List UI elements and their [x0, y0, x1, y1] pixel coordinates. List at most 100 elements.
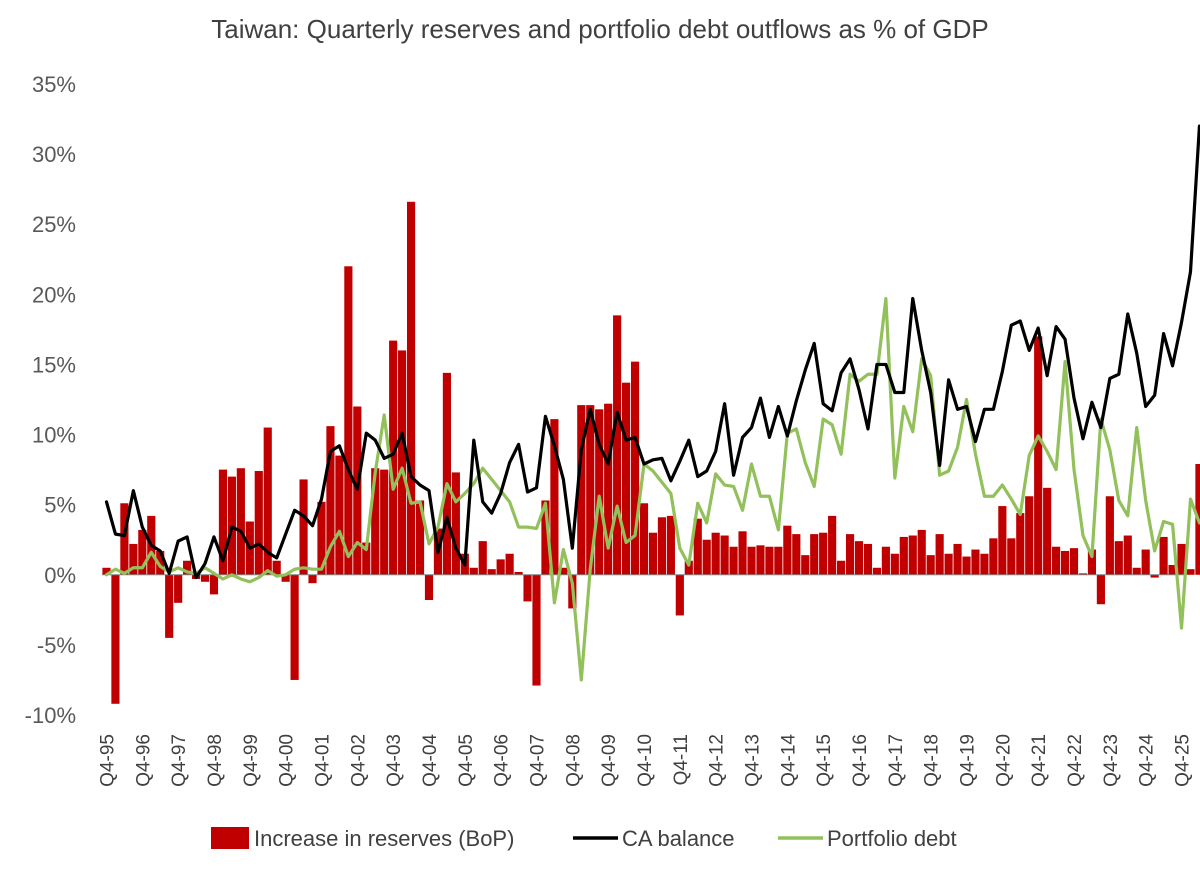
- reserve-bar: [684, 560, 693, 575]
- y-tick-label: -10%: [25, 703, 76, 728]
- reserve-bar: [362, 542, 371, 575]
- x-tick-label: Q4-09: [599, 734, 620, 787]
- x-tick-label: Q4-05: [456, 734, 477, 787]
- reserve-bar: [845, 534, 855, 575]
- reserve-bar: [317, 501, 326, 575]
- reserve-bar: [926, 555, 935, 575]
- y-tick-label: 10%: [32, 423, 76, 448]
- reserve-bar: [523, 574, 532, 602]
- reserve-bar: [469, 567, 478, 575]
- reserve-bar: [693, 518, 702, 575]
- reserve-bar: [1114, 541, 1123, 575]
- reserve-bar: [819, 532, 828, 575]
- reserve-bar: [326, 426, 335, 575]
- reserve-bar: [604, 403, 613, 575]
- reserve-bar: [442, 372, 451, 575]
- reserve-bar: [380, 469, 389, 575]
- reserve-bar: [613, 315, 622, 575]
- reserve-bar: [792, 534, 801, 575]
- y-axis: -10% -5% 0% 5% 10% 15% 20% 25% 30% 35%: [25, 72, 76, 728]
- reserve-bar: [487, 569, 496, 575]
- x-tick-label: Q4-99: [241, 734, 262, 787]
- x-tick-label: Q4-13: [743, 734, 764, 787]
- legend-label-portfolio: Portfolio debt: [827, 826, 957, 851]
- reserve-bar: [254, 471, 263, 575]
- reserve-bar: [102, 567, 111, 575]
- x-tick-label: Q4-21: [1029, 734, 1050, 787]
- x-tick-label: Q4-17: [886, 734, 907, 787]
- reserve-bar: [1132, 567, 1141, 575]
- reserve-bar: [577, 405, 586, 575]
- reserve-bar: [989, 538, 998, 575]
- x-tick-label: Q4-25: [1173, 734, 1194, 787]
- x-tick-label: Q4-14: [778, 734, 799, 787]
- reserve-bar: [335, 455, 344, 575]
- reserve-bar: [424, 574, 434, 601]
- x-tick-label: Q4-96: [133, 734, 154, 787]
- reserve-bar: [801, 555, 810, 575]
- reserve-bar: [174, 574, 183, 603]
- reserve-bar: [971, 549, 980, 575]
- reserve-bar: [236, 468, 245, 575]
- reserve-bar: [1025, 496, 1034, 575]
- reserve-bar: [111, 574, 120, 704]
- legend: Increase in reserves (BoP) CA balance Port…: [211, 826, 957, 851]
- reserve-bar: [389, 340, 398, 575]
- x-tick-label: Q4-97: [169, 734, 190, 787]
- x-tick-label: Q4-08: [563, 734, 584, 787]
- reserve-bar: [622, 382, 631, 575]
- x-tick-labels: Q4-95 Q4-96 Q4-97 Q4-98 Q4-99 Q4-00 Q4-01 Q4-02…: [97, 734, 1193, 787]
- reserve-bar: [505, 553, 514, 575]
- reserve-bar: [738, 531, 747, 575]
- reserve-bar: [1078, 573, 1088, 575]
- reserve-bar: [541, 500, 550, 575]
- reserve-bar: [120, 503, 129, 575]
- x-tick-label: Q4-18: [922, 734, 943, 787]
- portfolio-debt-line: [104, 296, 1200, 682]
- reserve-bar: [980, 553, 989, 575]
- reserve-bar: [1069, 548, 1079, 575]
- reserve-bar: [944, 553, 953, 575]
- reserve-bar: [451, 472, 460, 575]
- reserve-bar: [810, 534, 819, 575]
- x-tick-label: Q4-98: [205, 734, 226, 787]
- x-tick-label: Q4-06: [492, 734, 513, 787]
- chart-title: Taiwan: Quarterly reserves and portfolio…: [211, 14, 989, 44]
- y-tick-label: 5%: [44, 493, 76, 518]
- reserve-bar: [702, 539, 711, 575]
- reserve-bar: [711, 532, 720, 575]
- reserve-bar: [183, 560, 192, 575]
- reserve-bar: [747, 546, 756, 575]
- reserve-bar: [639, 503, 649, 575]
- reserve-bar: [953, 543, 962, 575]
- reserve-bar: [854, 541, 864, 575]
- reserve-bar: [828, 515, 837, 575]
- reserve-bar: [281, 574, 290, 582]
- x-tick-label: Q4-20: [993, 734, 1014, 787]
- x-tick-label: Q4-02: [348, 734, 369, 787]
- x-tick-label: Q4-24: [1137, 734, 1158, 787]
- reserves-bars: [102, 201, 1200, 704]
- reserve-bar: [478, 541, 487, 575]
- reserve-bar: [263, 427, 272, 575]
- y-tick-label: 20%: [32, 282, 76, 307]
- x-tick-label: Q4-03: [384, 734, 405, 787]
- reserve-bar: [1186, 569, 1195, 575]
- reserve-bar: [935, 534, 944, 575]
- x-tick-label: Q4-10: [635, 734, 656, 787]
- reserve-bar: [774, 546, 783, 575]
- reserve-bar: [881, 546, 890, 575]
- reserve-bar: [1123, 535, 1132, 575]
- reserve-bar: [398, 350, 407, 575]
- reserve-bar: [1007, 538, 1016, 575]
- x-tick-label: Q4-07: [528, 734, 549, 787]
- reserve-bar: [1159, 536, 1168, 575]
- reserve-bar: [1016, 513, 1025, 575]
- reserve-bar: [1105, 496, 1114, 575]
- reserve-bar: [657, 517, 666, 575]
- ca-balance-line: [104, 124, 1200, 580]
- reserve-bar: [1177, 543, 1186, 575]
- reserve-bar: [729, 546, 738, 575]
- x-tick-label: Q4-04: [420, 734, 441, 787]
